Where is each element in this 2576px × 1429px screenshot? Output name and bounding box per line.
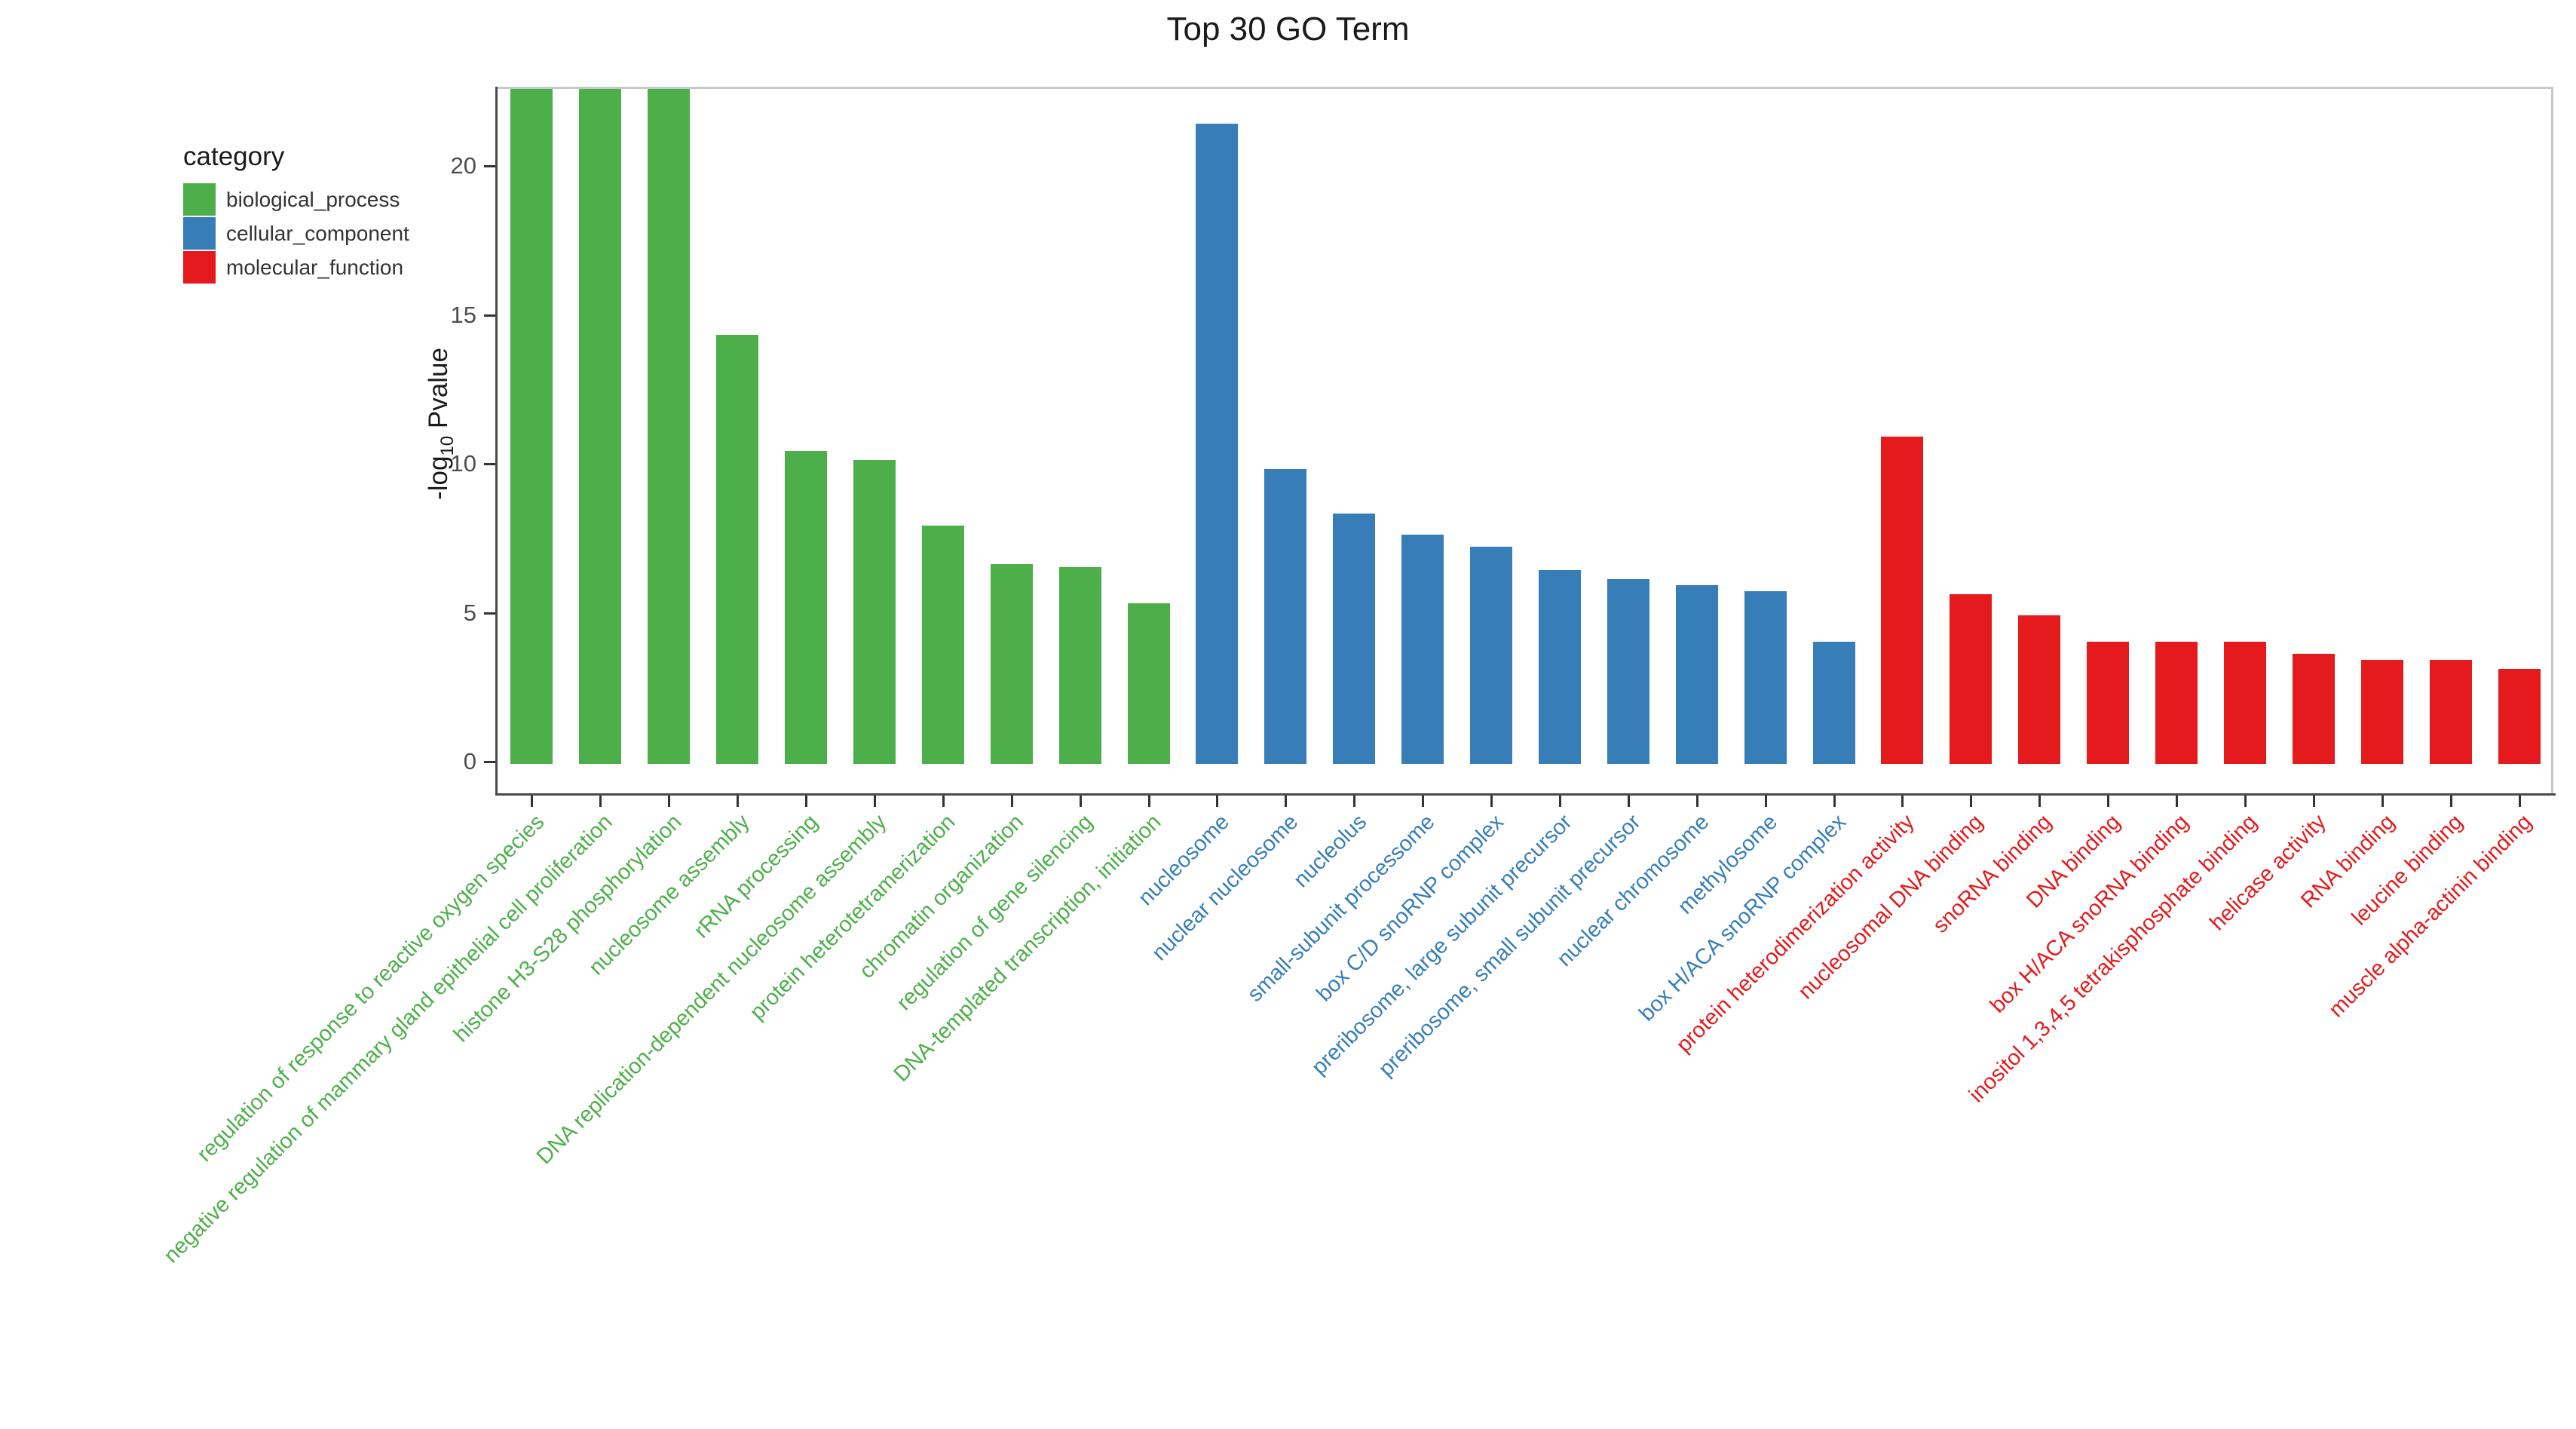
bar: [1881, 436, 1924, 764]
x-axis-tick: [2244, 796, 2247, 807]
bar: [1675, 585, 1718, 764]
bar: [1950, 593, 1992, 764]
bar: [716, 335, 759, 764]
bar: [2292, 653, 2335, 764]
legend-swatch: [183, 183, 216, 216]
bar: [2498, 668, 2541, 764]
bar: [2018, 615, 2061, 764]
legend: category biological_process cellular_comp…: [183, 142, 409, 284]
x-axis-tick: [1627, 796, 1630, 807]
x-axis-tick: [873, 796, 876, 807]
legend-swatch: [183, 217, 216, 250]
bar: [1196, 123, 1239, 764]
y-axis-tick: [484, 761, 495, 763]
bar: [648, 89, 691, 764]
x-axis-tick: [1079, 796, 1082, 807]
bar: [1470, 546, 1513, 764]
y-axis-tick-label: 15: [450, 301, 476, 328]
bar: [579, 89, 622, 764]
x-axis-line: [495, 793, 2556, 796]
bar: [990, 564, 1033, 764]
chart-title: Top 30 GO Term: [1166, 11, 1410, 48]
legend-item: molecular_function: [183, 250, 409, 284]
x-axis-tick: [805, 796, 808, 807]
bar: [1264, 468, 1307, 764]
x-axis-tick: [1901, 796, 1904, 807]
y-axis-tick-label: 5: [463, 599, 476, 626]
legend-label: molecular_function: [226, 255, 404, 279]
x-axis-tick: [668, 796, 671, 807]
y-axis-tick: [484, 165, 495, 167]
x-axis-tick: [2312, 796, 2315, 807]
bar: [921, 526, 964, 764]
x-axis-tick: [1216, 796, 1219, 807]
legend-label: biological_process: [226, 187, 400, 211]
x-axis-tick: [1833, 796, 1836, 807]
bar: [2360, 659, 2403, 764]
x-axis-label: rRNA processing: [690, 810, 823, 943]
x-axis-tick: [2381, 796, 2384, 807]
bar: [785, 451, 828, 764]
legend-swatch: [183, 251, 216, 284]
legend-title: category: [183, 142, 285, 171]
x-axis-tick: [2038, 796, 2042, 807]
bar: [853, 460, 896, 764]
x-axis-tick: [2176, 796, 2179, 807]
plot-panel: [498, 87, 2553, 793]
y-axis-tick: [484, 463, 495, 465]
y-axis-tick-label: 20: [450, 152, 476, 179]
legend-item: cellular_component: [183, 216, 409, 250]
x-axis-tick: [1764, 796, 1767, 807]
x-axis-tick: [531, 796, 534, 807]
bar: [1607, 579, 1649, 764]
x-axis-tick: [1695, 796, 1698, 807]
x-axis-tick: [1490, 796, 1493, 807]
x-axis-tick: [737, 796, 740, 807]
x-axis-tick: [942, 796, 945, 807]
bar: [510, 89, 553, 764]
bar: [2087, 642, 2130, 764]
x-axis-label: helicase activity: [2205, 810, 2331, 936]
bar: [1538, 570, 1581, 764]
x-axis-tick: [1010, 796, 1013, 807]
x-axis-label: negative regulation of mammary gland epi…: [159, 810, 617, 1268]
legend-label: cellular_component: [226, 221, 409, 245]
bar: [1401, 534, 1444, 764]
x-axis-tick: [2518, 796, 2521, 807]
bar: [1058, 567, 1101, 764]
x-axis-tick: [599, 796, 602, 807]
legend-item: biological_process: [183, 182, 409, 216]
x-axis-tick: [2107, 796, 2110, 807]
y-axis-tick: [484, 612, 495, 615]
bar: [1812, 642, 1855, 764]
y-axis-tick-label: 10: [450, 450, 476, 477]
x-axis-tick: [1285, 796, 1288, 807]
x-axis-tick: [1353, 796, 1356, 807]
x-axis-label: snoRNA binding: [1928, 810, 2057, 938]
bar: [1333, 514, 1376, 764]
y-axis-line: [495, 87, 498, 796]
x-axis-tick: [1558, 796, 1561, 807]
x-axis-tick: [2449, 796, 2452, 807]
y-axis-tick-label: 0: [463, 748, 476, 774]
bar: [1127, 603, 1170, 764]
x-axis-tick: [1422, 796, 1425, 807]
x-axis-tick: [1147, 796, 1150, 807]
y-axis-tick: [484, 314, 495, 317]
x-axis-tick: [1970, 796, 1973, 807]
bar: [2223, 642, 2266, 764]
bar: [2155, 642, 2198, 764]
bar: [1744, 590, 1787, 764]
bar: [2429, 659, 2472, 764]
